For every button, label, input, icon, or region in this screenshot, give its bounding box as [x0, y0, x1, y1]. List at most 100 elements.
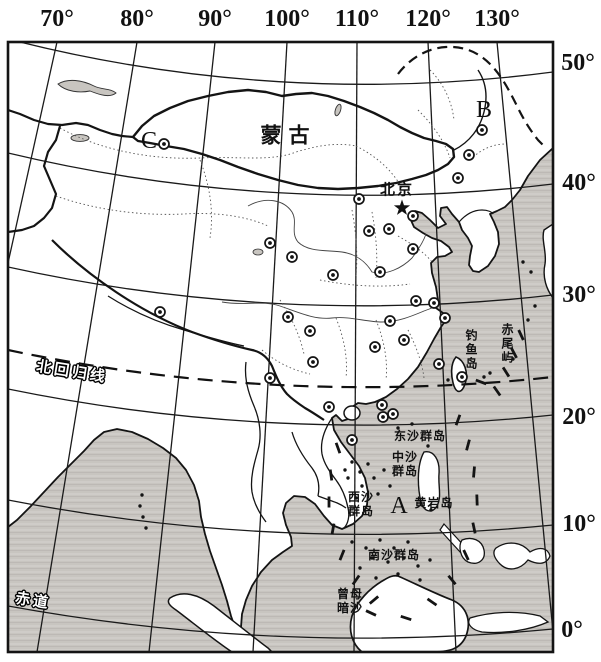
island-speck: [382, 468, 386, 472]
capital-city-dot: [286, 251, 298, 263]
island-speck: [428, 558, 432, 562]
island-speck: [358, 566, 362, 570]
island-speck: [521, 260, 525, 264]
border-ne-china: [453, 69, 487, 151]
borders-indochina: [244, 361, 350, 529]
capital-city-dot: [304, 325, 316, 337]
island-speck: [488, 371, 492, 375]
longitude-label-80: 80°: [120, 6, 154, 32]
capital-city-dot: [374, 266, 386, 278]
boundary-dash: [447, 574, 457, 586]
capital-city-dot: [463, 149, 475, 161]
boundary-dash: [338, 549, 346, 561]
boundary-dash: [475, 494, 479, 506]
island-speck: [410, 422, 414, 426]
island-speck: [360, 484, 364, 488]
border-himalaya: [51, 239, 325, 421]
boundary-dash: [368, 595, 380, 605]
marker-a-label: A: [390, 493, 408, 519]
boundary-dash: [334, 442, 342, 454]
boundary-dash: [454, 414, 462, 426]
label-zhongsha-line1: 中沙: [391, 450, 419, 465]
city-dots: [154, 124, 488, 446]
capital-city-dot: [369, 341, 381, 353]
capital-city-dot: [158, 138, 170, 150]
capital-city-dot: [282, 311, 294, 323]
island-borneo: [349, 574, 470, 652]
capital-city-dot: [456, 371, 468, 383]
island-speck: [346, 476, 350, 480]
latitude-label-30: 30°: [562, 282, 596, 308]
capital-city-dot: [376, 399, 388, 411]
boundary-dash: [510, 347, 518, 359]
label-nansha-islands: 南沙群岛: [367, 548, 421, 562]
capital-city-dot: [154, 306, 166, 318]
island-speck: [416, 564, 420, 568]
longitude-label-120: 120°: [405, 6, 451, 32]
capital-city-dot: [398, 334, 410, 346]
river-yellow: [247, 199, 427, 274]
island-hainan: [343, 405, 361, 421]
beijing-star: [393, 199, 411, 215]
island-japan-edge: [542, 223, 553, 300]
boundary-dash: [365, 609, 377, 617]
latitude-label-40: 40°: [562, 170, 596, 196]
lake-balkhash: [57, 79, 117, 97]
island-speck: [529, 270, 533, 274]
border-russia-dashed: [397, 45, 547, 149]
island-speck: [140, 493, 144, 497]
island-speck: [429, 508, 433, 512]
label-zengmu-ansha: 曾母 暗沙: [336, 587, 364, 616]
label-zhongsha-islands: 中沙 群岛: [391, 450, 419, 479]
label-zengmu-line2: 暗沙: [336, 601, 364, 615]
border-korea: [458, 209, 494, 223]
capital-city-dot: [428, 297, 440, 309]
island-speck: [378, 538, 382, 542]
boundary-dash: [400, 614, 412, 622]
label-beijing: 北京: [379, 181, 415, 199]
island-speck: [482, 375, 486, 379]
latitude-label-20: 20°: [562, 404, 596, 430]
graticule-parallels: [8, 42, 553, 639]
capital-city-dot: [439, 312, 451, 324]
latitude-label-50: 50°: [561, 50, 595, 76]
boundary-dash: [426, 597, 438, 607]
lake-issyk-kul: [70, 134, 90, 142]
capital-city-dot: [307, 356, 319, 368]
map-frame: [6, 40, 555, 654]
label-chiwei-islet: 赤尾屿: [500, 323, 514, 365]
island-speck: [141, 515, 145, 519]
island-speck: [392, 546, 396, 550]
capital-city-dot: [407, 210, 419, 222]
island-speck: [364, 546, 368, 550]
boundary-dash: [472, 466, 476, 478]
island-speck: [511, 357, 515, 361]
border-mongolia: [131, 88, 456, 191]
border-nepal: [107, 295, 245, 347]
island-speck: [406, 540, 410, 544]
capital-city-dot: [476, 124, 488, 136]
marker-c-label: C: [140, 128, 158, 154]
lake-qinghai: [252, 248, 264, 256]
label-dongsha-islands: 东沙群岛: [393, 429, 447, 443]
provincial-boundaries: [55, 69, 507, 381]
island-speck: [358, 470, 362, 474]
marker-b-label: B: [475, 97, 493, 123]
capital-city-dot: [327, 269, 339, 281]
label-mongolia: 蒙古: [260, 124, 317, 148]
capital-city-dot: [363, 225, 375, 237]
capital-city-dot: [452, 172, 464, 184]
capital-city-dot: [377, 411, 389, 423]
island-speck: [376, 492, 380, 496]
island-speck: [350, 540, 354, 544]
boundary-dash: [501, 366, 511, 378]
longitude-label-70: 70°: [40, 6, 74, 32]
label-huangyan-island: 黄岩岛: [414, 496, 454, 510]
island-speck: [343, 468, 347, 472]
island-speck: [418, 578, 422, 582]
island-speck: [144, 526, 148, 530]
island-speck: [374, 576, 378, 580]
island-speck: [138, 504, 142, 508]
boundary-dash: [330, 523, 336, 535]
